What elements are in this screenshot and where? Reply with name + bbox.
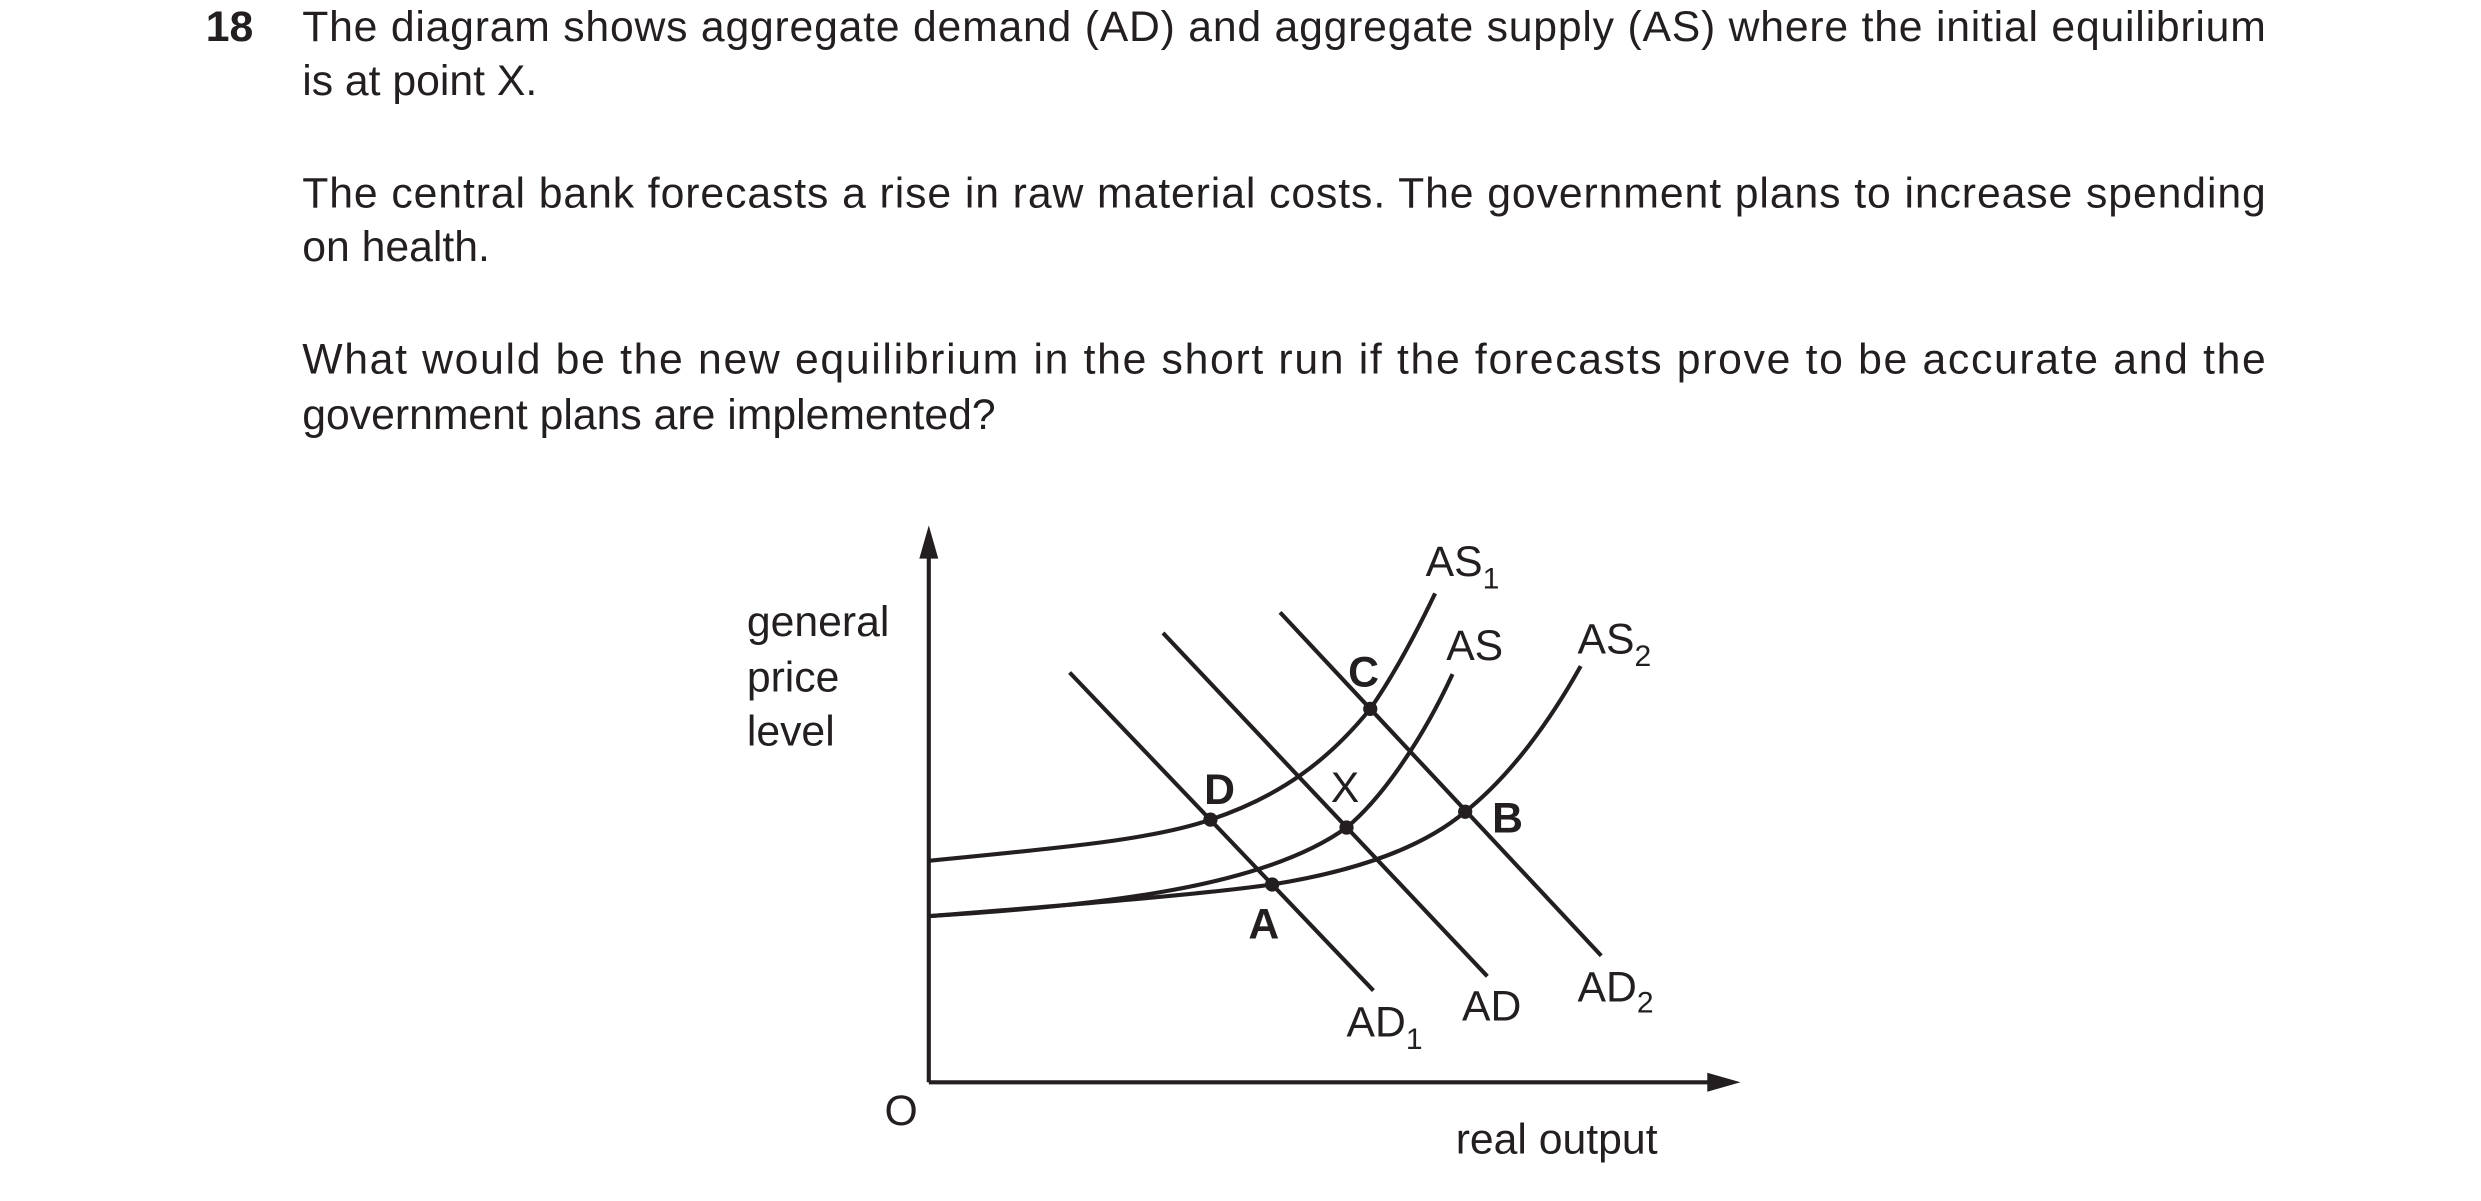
label-sub: 1 [1406,1023,1423,1056]
point [1203,812,1218,827]
point-label: B [1492,794,1523,842]
label-main: AD [1462,983,1521,1031]
as1-curve [928,592,1437,863]
curve-label: AS1 [1426,538,1500,596]
curve-label: AD [1462,983,1521,1031]
point [1339,820,1354,835]
label-sub: 1 [1483,563,1500,596]
label-main: AD [1578,964,1637,1012]
text-line: on health. [302,223,490,271]
text-line: The central bank forecasts a rise in raw… [302,169,2266,217]
ad-curve [1161,631,1489,978]
text-line: The diagram shows aggregate demand (AD) … [302,3,2266,51]
arrow [919,525,939,559]
axis-label: general [747,598,890,646]
question-number: 18 [206,3,254,51]
origin-label: O [884,1087,917,1135]
label-main: AS [1578,616,1635,664]
curve-label: AS [1446,622,1503,670]
axis-label: level [747,707,835,755]
ad2-curve [1278,610,1603,958]
diagram: general price level real output O D C X … [747,525,1741,1164]
ad1-curve [1068,671,1375,992]
text-line: government plans are implemented? [302,391,995,439]
label-main: AD [1347,998,1406,1046]
point [1363,701,1378,717]
curve-label: AS2 [1578,616,1652,674]
point-label: D [1204,766,1235,814]
question-text: The diagram shows aggregate demand (AD) … [302,3,2266,439]
label-sub: 2 [1637,987,1654,1020]
curve-label: AD2 [1578,964,1654,1020]
point [1458,804,1473,819]
axis-label: real output [1456,1116,1658,1164]
curve-label: AD1 [1347,998,1423,1056]
as2-curve [928,665,1583,919]
label-sub: 2 [1635,640,1652,673]
label-main: AS [1426,538,1483,586]
point-label: A [1248,900,1279,948]
label-main: AS [1446,622,1503,670]
point-label: X [1331,764,1360,812]
axis-label: price [747,653,840,701]
arrow [1707,1072,1741,1092]
text-line: What would be the new equilibrium in the… [302,335,2266,383]
points [1203,701,1473,892]
point-label: C [1348,649,1379,697]
text-line: is at point X. [302,57,537,105]
point [1265,877,1280,892]
